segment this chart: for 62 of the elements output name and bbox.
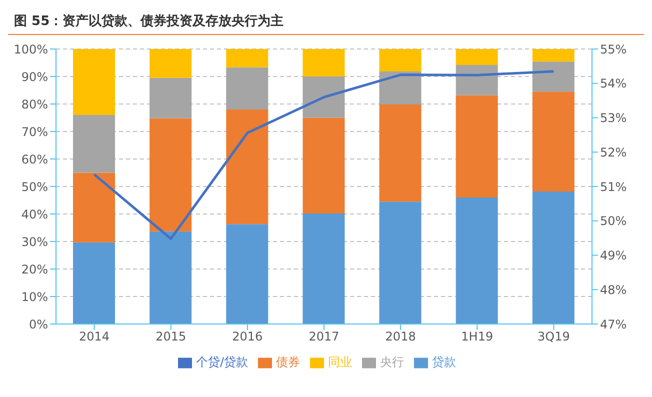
bar — [226, 67, 268, 110]
y2-tick-label: 51% — [600, 180, 627, 194]
y-tick-label: 10% — [21, 290, 48, 304]
y2-tick-label: 52% — [600, 145, 627, 160]
bar — [532, 62, 574, 92]
y-tick-label: 60% — [21, 152, 48, 166]
y2-tick-label: 55% — [600, 42, 627, 56]
bar — [302, 118, 345, 214]
bar — [456, 64, 498, 96]
bar — [73, 172, 115, 242]
bar — [226, 49, 268, 68]
y-tick-label: 100% — [14, 42, 48, 56]
y-tick-label: 40% — [21, 207, 48, 222]
bar — [302, 49, 345, 76]
bar — [532, 92, 574, 192]
bar — [456, 95, 498, 198]
bar — [150, 118, 192, 232]
bar — [302, 213, 345, 324]
y-tick-label: 70% — [21, 124, 48, 139]
legend-label: 同业 — [328, 355, 352, 369]
bar — [532, 49, 574, 62]
bar — [379, 104, 422, 202]
y2-tick-label: 54% — [600, 76, 627, 91]
bar — [73, 115, 115, 173]
bar — [226, 110, 268, 224]
bar — [150, 49, 192, 78]
bar — [532, 191, 574, 324]
bar — [456, 49, 498, 65]
y-tick-label: 50% — [21, 180, 48, 194]
legend-label: 个贷/贷款 — [196, 355, 248, 369]
y-tick-label: 0% — [28, 317, 48, 332]
x-tick-label: 1H19 — [461, 330, 494, 344]
bar — [379, 49, 422, 72]
legend-label: 央行 — [380, 355, 404, 369]
y-tick-label: 20% — [21, 262, 48, 276]
bar — [150, 231, 192, 324]
bar — [379, 72, 422, 105]
x-tick-label: 3Q19 — [538, 330, 570, 344]
chart-title: 图 55：资产以贷款、债券投资及存放央行为主 — [8, 8, 644, 35]
y-tick-label: 90% — [21, 70, 48, 84]
bar — [73, 49, 115, 115]
x-tick-label: 2018 — [385, 330, 416, 344]
legend-label: 贷款 — [432, 355, 456, 369]
x-tick-label: 2014 — [79, 330, 110, 344]
y2-tick-label: 53% — [600, 111, 627, 126]
y2-tick-label: 50% — [600, 214, 627, 228]
legend-label: 债券 — [276, 355, 300, 369]
bar — [379, 202, 422, 324]
y-tick-label: 80% — [21, 97, 48, 112]
bar — [226, 224, 268, 324]
x-tick-label: 2016 — [232, 330, 263, 344]
y2-tick-label: 47% — [600, 317, 627, 332]
x-tick-label: 2015 — [156, 330, 186, 344]
bar — [456, 198, 498, 324]
line-series — [93, 70, 555, 240]
bar — [302, 76, 345, 118]
bar — [150, 78, 192, 118]
y2-tick-label: 49% — [600, 248, 627, 263]
x-tick-label: 2017 — [308, 330, 340, 344]
y-tick-label: 30% — [21, 234, 48, 249]
y2-tick-label: 48% — [600, 282, 627, 297]
bar — [73, 242, 115, 324]
